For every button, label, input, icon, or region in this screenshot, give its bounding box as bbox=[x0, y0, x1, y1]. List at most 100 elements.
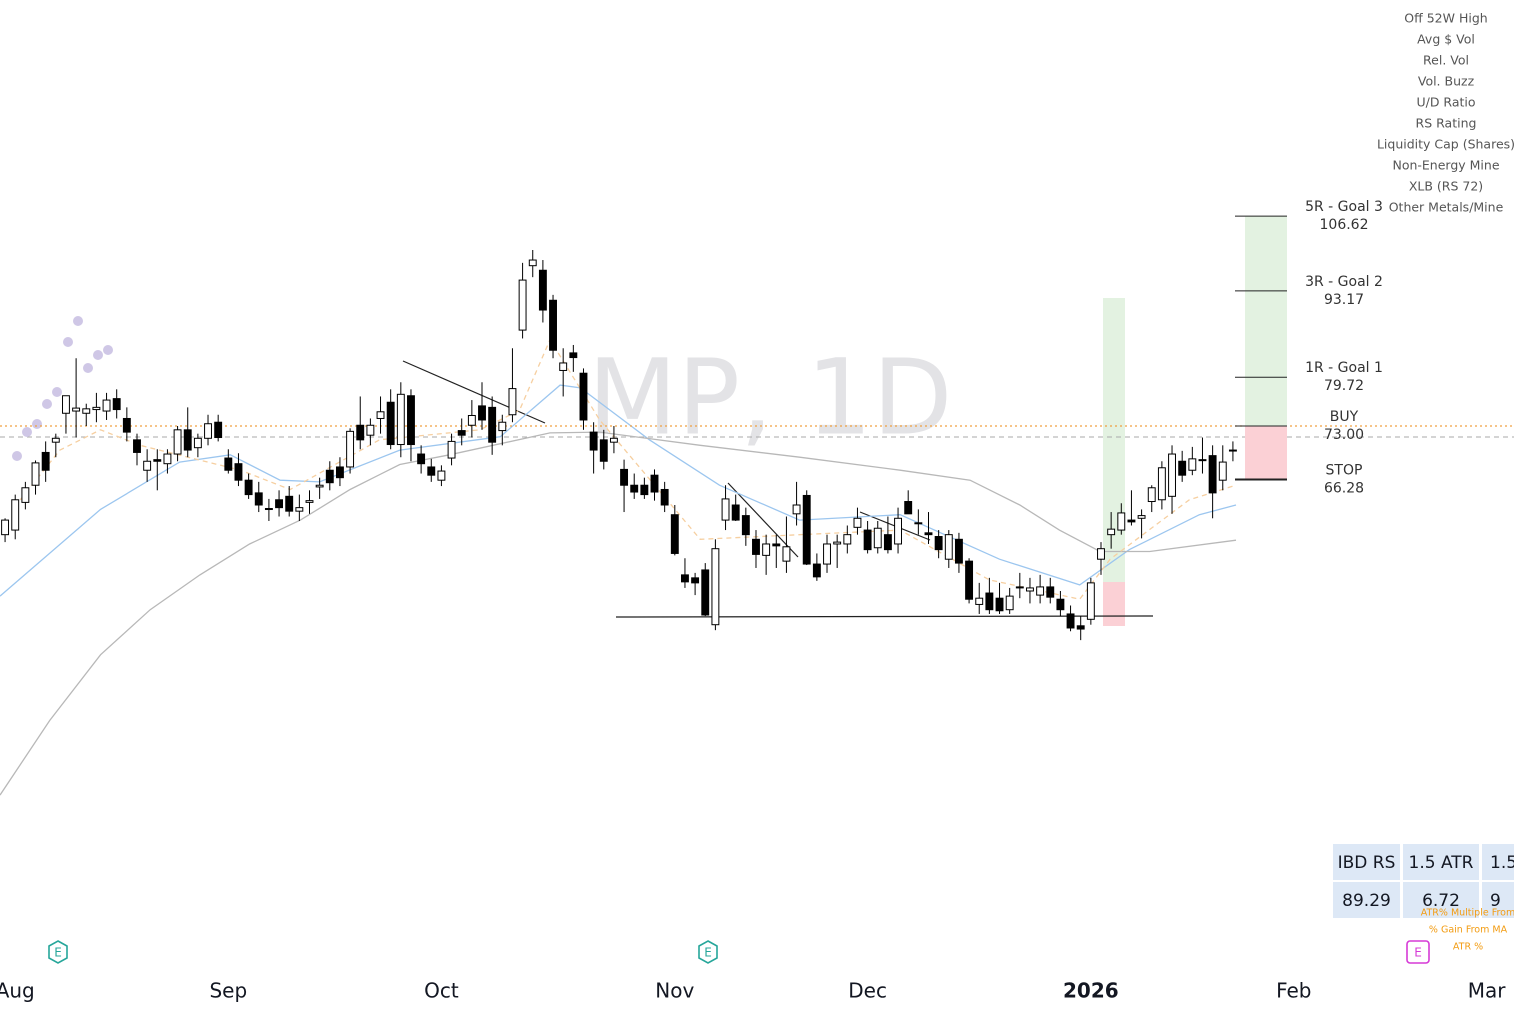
earnings-icon: E bbox=[1406, 940, 1430, 964]
candle-body bbox=[325, 469, 334, 484]
level-value: 106.62 bbox=[1320, 217, 1369, 233]
table-cell bbox=[1482, 882, 1514, 918]
candle-body bbox=[163, 453, 172, 465]
candle-body bbox=[376, 411, 385, 419]
level-label: STOP bbox=[1326, 463, 1363, 479]
candle-body bbox=[224, 457, 233, 471]
candle-body bbox=[193, 437, 202, 449]
candle-body bbox=[701, 569, 710, 616]
candle-body bbox=[72, 407, 81, 412]
candle-body bbox=[346, 430, 355, 468]
old-stop-zone bbox=[1103, 582, 1125, 626]
candle-body bbox=[1157, 467, 1166, 501]
side-label: Liquidity Cap (Shares) bbox=[1377, 137, 1514, 152]
table-cell-text: 9 bbox=[1490, 891, 1501, 911]
table-cell-text: IBD RS bbox=[1338, 853, 1396, 873]
table-cell-text: 1.5 ATR bbox=[1409, 853, 1474, 873]
candle-body bbox=[711, 548, 720, 626]
candle-body bbox=[660, 488, 669, 506]
candle-body bbox=[762, 543, 771, 556]
candle-body bbox=[305, 500, 314, 503]
side-label: Rel. Vol bbox=[1423, 53, 1469, 68]
x-tick-label: Aug bbox=[0, 979, 35, 1003]
side-label: Vol. Buzz bbox=[1418, 74, 1475, 89]
candle-body bbox=[173, 429, 182, 455]
candle-body bbox=[731, 504, 740, 521]
stop-zone bbox=[1245, 426, 1287, 480]
candle-body bbox=[975, 597, 984, 605]
icon-text: E bbox=[1414, 946, 1422, 960]
candle-body bbox=[752, 538, 760, 555]
candle-body bbox=[11, 499, 20, 531]
x-tick-label: 2026 bbox=[1063, 979, 1119, 1003]
note: ATR% Multiple From bbox=[1421, 908, 1514, 919]
x-tick-label: Oct bbox=[424, 979, 459, 1003]
signal-dots bbox=[12, 316, 113, 461]
candle-body bbox=[1228, 449, 1237, 452]
candle-body bbox=[153, 459, 162, 462]
candle-body bbox=[488, 406, 497, 443]
candle-body bbox=[589, 431, 598, 451]
candle-body bbox=[934, 536, 943, 551]
candle-body bbox=[599, 439, 608, 462]
candle-body bbox=[609, 437, 618, 443]
candle-body bbox=[1046, 586, 1055, 598]
candle-body bbox=[31, 462, 40, 486]
candle-body bbox=[853, 517, 862, 528]
x-tick-label: Feb bbox=[1276, 979, 1311, 1003]
candle-body bbox=[41, 451, 50, 471]
candle-body bbox=[234, 463, 243, 481]
x-tick-label: Mar bbox=[1468, 979, 1507, 1003]
side-label: U/D Ratio bbox=[1416, 95, 1475, 110]
level-label: BUY bbox=[1330, 409, 1359, 425]
candle-body bbox=[995, 597, 1004, 612]
x-tick-label: Nov bbox=[655, 979, 694, 1003]
candle-body bbox=[1015, 586, 1024, 589]
candle-body bbox=[1005, 595, 1014, 611]
x-tick-label: Dec bbox=[848, 979, 887, 1003]
candle-body bbox=[650, 474, 659, 493]
candle-body bbox=[427, 466, 436, 476]
candle-body bbox=[1178, 460, 1187, 476]
candle-body bbox=[1107, 528, 1116, 536]
side-label: Avg $ Vol bbox=[1417, 32, 1475, 47]
level-label: 1R - Goal 1 bbox=[1305, 360, 1383, 376]
x-tick-label: Sep bbox=[209, 979, 247, 1003]
candle-body bbox=[244, 479, 253, 496]
candle-body bbox=[457, 430, 466, 436]
candle-body bbox=[1056, 598, 1065, 611]
note: % Gain From MA bbox=[1429, 925, 1508, 936]
candle-body bbox=[478, 405, 486, 421]
candle-body bbox=[92, 406, 101, 411]
candle-body bbox=[214, 421, 223, 439]
earnings-icon: E bbox=[48, 940, 68, 964]
candle-body bbox=[122, 417, 131, 433]
table-cell-text: 1.5 bbox=[1490, 853, 1514, 873]
candle-body bbox=[285, 495, 294, 512]
table-cell bbox=[1403, 844, 1479, 880]
plot-area bbox=[0, 215, 1514, 796]
candle-body bbox=[1086, 582, 1095, 620]
candle-body bbox=[549, 299, 557, 351]
side-label: XLB (RS 72) bbox=[1409, 179, 1483, 194]
candle-body bbox=[904, 501, 913, 515]
candle-body bbox=[386, 401, 395, 446]
candle-body bbox=[1218, 461, 1227, 481]
candle-body bbox=[264, 508, 273, 511]
candle-body bbox=[965, 560, 974, 600]
candle-body bbox=[133, 439, 141, 453]
candle-body bbox=[518, 279, 527, 331]
candle-body bbox=[112, 398, 121, 411]
old-target-zone bbox=[1103, 298, 1125, 582]
candle-body bbox=[1026, 587, 1034, 592]
icon-text: E bbox=[54, 946, 62, 960]
candle-body bbox=[62, 395, 70, 414]
candle-body bbox=[883, 534, 892, 551]
candle-body bbox=[833, 541, 842, 545]
candle-body bbox=[396, 393, 405, 446]
candle-body bbox=[102, 399, 111, 412]
candle-body bbox=[51, 437, 60, 443]
icon-text: E bbox=[704, 946, 712, 960]
note: ATR % bbox=[1453, 942, 1483, 953]
candle-body bbox=[1188, 458, 1197, 471]
